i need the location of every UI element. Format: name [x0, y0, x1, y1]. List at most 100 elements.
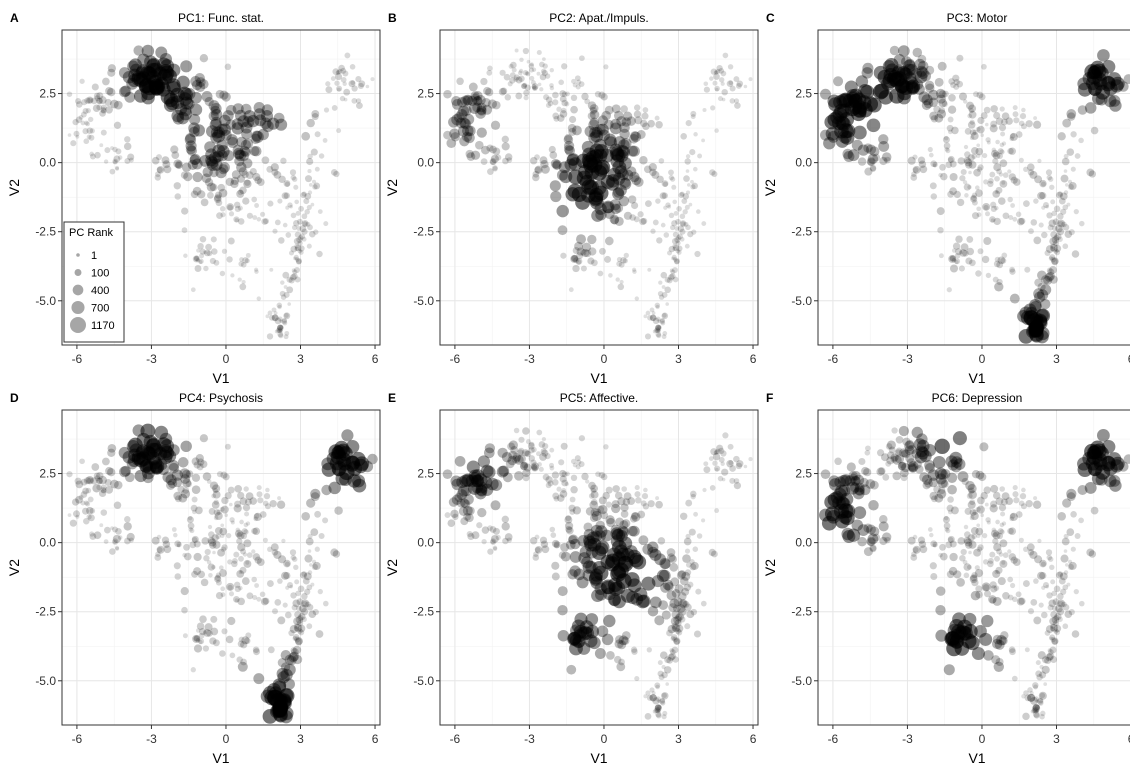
data-point [994, 176, 1000, 182]
data-point [977, 506, 985, 514]
data-point [1013, 178, 1021, 186]
data-point [149, 79, 165, 95]
data-point [712, 460, 717, 465]
data-point [193, 553, 201, 561]
data-point [930, 540, 937, 547]
data-point [685, 500, 692, 507]
data-point [723, 53, 729, 59]
x-tick-label: 6 [750, 352, 757, 366]
data-point [558, 79, 564, 85]
data-point [542, 57, 546, 61]
y-tick-label: -5.0 [413, 294, 434, 308]
data-point [679, 599, 688, 608]
data-point [1039, 714, 1045, 720]
data-point [947, 485, 957, 495]
data-point [287, 202, 292, 207]
data-point [701, 221, 706, 226]
data-point [1062, 243, 1068, 249]
x-tick-label: 3 [297, 732, 304, 746]
data-point [681, 572, 690, 581]
data-point [674, 211, 679, 216]
data-point [571, 475, 577, 481]
data-point [994, 556, 1000, 562]
data-point [505, 94, 511, 100]
data-point [956, 578, 965, 587]
data-point [212, 130, 225, 143]
data-point [868, 154, 878, 164]
data-point [896, 436, 904, 444]
data-point [612, 540, 627, 555]
data-point [319, 533, 325, 539]
data-point [1049, 237, 1057, 245]
data-point [257, 497, 263, 503]
data-point [124, 516, 130, 522]
data-point [243, 560, 251, 568]
data-point [1039, 223, 1044, 228]
data-point [463, 506, 473, 516]
data-point [712, 81, 717, 86]
data-point [965, 128, 972, 135]
data-point [846, 482, 859, 495]
panel-letter: D [10, 391, 19, 405]
data-point [987, 561, 994, 568]
data-point [542, 545, 550, 553]
data-point [267, 201, 273, 207]
data-point [645, 333, 651, 339]
data-point [709, 76, 713, 80]
data-point [571, 95, 577, 101]
data-point [302, 213, 308, 219]
data-point [242, 577, 250, 585]
data-point [1037, 539, 1041, 543]
panel-title: PC5: Affective. [560, 391, 639, 405]
data-point [98, 476, 106, 484]
data-point [92, 484, 100, 492]
data-point [985, 137, 990, 142]
data-point [192, 497, 198, 503]
data-point [572, 265, 579, 272]
data-point [290, 625, 298, 633]
data-point [238, 662, 248, 672]
data-point [532, 83, 539, 90]
data-point [1075, 533, 1081, 539]
data-point [1021, 488, 1026, 493]
data-point [293, 565, 298, 570]
data-point [665, 202, 670, 207]
data-point [68, 513, 72, 517]
data-point [1097, 429, 1110, 442]
data-point [665, 682, 669, 686]
data-point [650, 315, 657, 322]
data-point [311, 149, 318, 156]
data-point [197, 622, 205, 630]
data-point [172, 469, 183, 480]
data-point [976, 143, 980, 147]
data-point [662, 714, 667, 719]
data-point [76, 116, 83, 123]
data-point [206, 156, 218, 168]
data-point [540, 74, 547, 81]
x-tick-label: 6 [372, 732, 379, 746]
data-point [335, 73, 342, 80]
data-point [504, 74, 511, 81]
data-point [937, 227, 943, 233]
data-point [514, 428, 520, 434]
data-point [944, 664, 955, 675]
data-point [1033, 496, 1037, 500]
data-point [834, 458, 842, 466]
data-point [996, 117, 1004, 125]
x-tick-label: 3 [1053, 352, 1060, 366]
data-point [977, 126, 985, 134]
data-point [569, 116, 576, 123]
data-point [92, 83, 99, 90]
data-point [975, 270, 981, 276]
data-point [655, 121, 663, 129]
data-point [864, 168, 872, 176]
data-point [1009, 527, 1017, 535]
data-point [968, 121, 976, 129]
data-point [647, 268, 651, 272]
data-point [253, 673, 264, 684]
data-point [912, 427, 923, 438]
data-point [627, 497, 635, 505]
data-point [650, 308, 655, 313]
data-point [964, 572, 970, 578]
data-point [655, 501, 663, 509]
